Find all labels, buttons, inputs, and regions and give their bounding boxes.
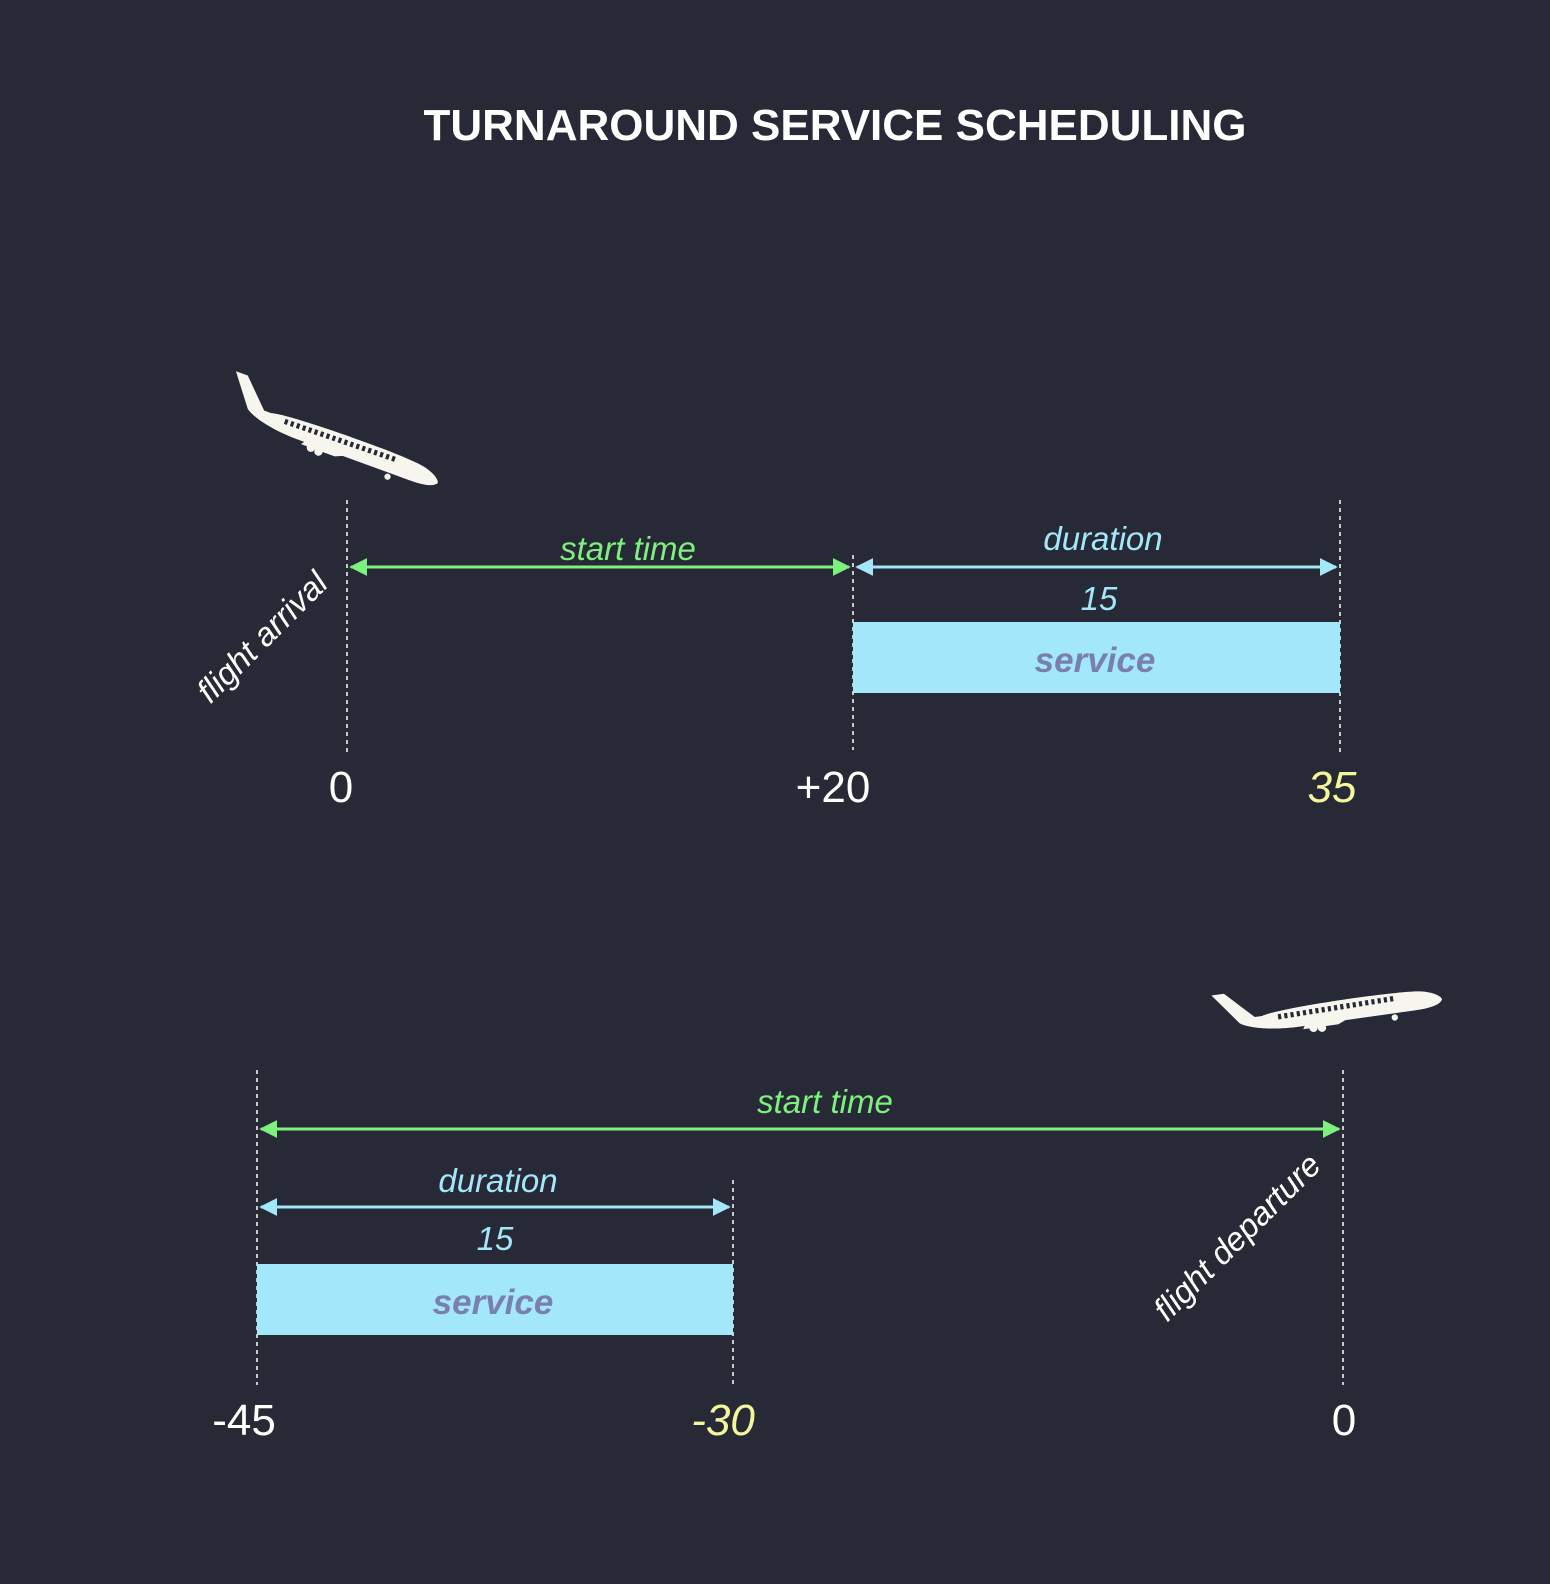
tick-label: 0 xyxy=(1332,1396,1356,1445)
start-time-label: start time xyxy=(560,530,696,567)
service-label: service xyxy=(433,1283,554,1322)
airplane-takeoff-icon xyxy=(1211,964,1444,1047)
service-bar xyxy=(853,622,1340,693)
airplane-landing-icon xyxy=(218,371,450,497)
flight-departure-label: flight departure xyxy=(1146,1146,1328,1328)
tick-label: -45 xyxy=(212,1396,276,1445)
duration-value: 15 xyxy=(1081,580,1118,617)
start-time-label: start time xyxy=(757,1083,893,1120)
arrival-timeline: flight arrival start time duration 15 se… xyxy=(189,371,1357,812)
tick-label: 0 xyxy=(329,763,353,812)
diagram-title: TURNAROUND SERVICE SCHEDULING xyxy=(423,101,1246,150)
flight-arrival-label: flight arrival xyxy=(189,563,336,710)
departure-timeline: flight departure start time duration 15 … xyxy=(212,964,1444,1445)
service-end-tick-label: -30 xyxy=(691,1396,755,1445)
service-end-tick-label: 35 xyxy=(1308,763,1357,812)
duration-value: 15 xyxy=(477,1220,514,1257)
service-label: service xyxy=(1035,641,1156,680)
duration-label: duration xyxy=(1043,520,1162,557)
duration-label: duration xyxy=(438,1162,557,1199)
tick-label: +20 xyxy=(796,763,871,812)
service-bar xyxy=(257,1264,733,1335)
